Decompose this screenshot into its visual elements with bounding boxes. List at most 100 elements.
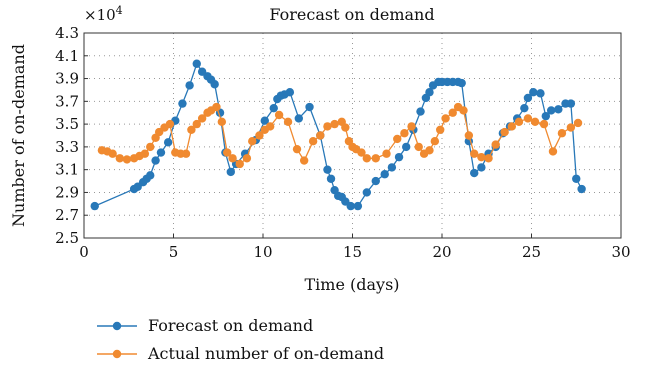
series-1-point [305,102,314,112]
series-1-point [416,107,425,116]
series-1-point [192,59,201,68]
series-2-point [357,148,366,157]
y-tick-label: 3.3 [55,138,79,156]
series-2-point [187,125,196,135]
series-2-point [514,117,524,127]
series-2-point [197,114,207,123]
series-1-point [470,168,479,178]
series-2-point [140,149,150,158]
series-1-point [353,201,363,211]
series-1-point [146,171,155,180]
series-2-point [265,122,275,131]
legend-label: Actual number of on-demand [147,344,384,363]
series-1-point [394,152,404,162]
series-2-point [530,117,540,127]
legend-label: Forecast on demand [148,316,313,335]
series-1-point [226,167,235,177]
series-2-point [292,144,302,154]
series-2-point [566,123,576,132]
series-2-point [323,122,332,131]
series-2-point [371,154,380,163]
series-2 [97,102,583,169]
series-2-point [491,140,500,149]
series-layer [90,59,586,211]
series-2-point [548,147,558,156]
series-1-point [520,103,529,113]
y-tick-label: 4.1 [55,47,79,65]
series-2-point [507,122,517,131]
series-1-point [151,156,160,165]
y-axis-label: Number of on-demand [9,44,28,227]
series-2-point [122,155,132,164]
series-2-point [228,154,237,163]
series-2-point [316,131,325,140]
series-1-point [156,148,166,157]
y-tick-label: 3.9 [55,70,79,88]
x-tick-label: 30 [611,243,630,261]
series-2-point [330,119,339,129]
series-2-point [573,118,583,128]
series-1-point [326,174,336,183]
series-2-point [115,154,125,163]
series-1-point [523,93,533,103]
series-2-point [341,123,350,132]
series-2-point [459,106,468,115]
y-tick-label: 3.7 [55,92,79,110]
series-2-point [500,127,509,137]
series-2-point [108,149,117,158]
series-2-point [165,119,175,129]
series-1-point [546,106,556,115]
series-2-point [523,114,533,123]
x-tick-label: 20 [432,243,451,261]
series-2-point [299,156,309,165]
series-2-point [464,131,474,140]
series-1-point [90,201,99,211]
series-1-point [380,170,389,179]
x-tick-label: 15 [343,243,362,261]
series-1-point [346,201,355,211]
y-multiplier: ×104 [84,4,123,24]
series-2-point [557,129,567,138]
legend-marker [112,321,122,331]
series-2-point [539,119,549,129]
series-1-point [210,80,219,89]
series-2-point [223,148,232,157]
series-2-point [192,119,201,129]
series-2-point [362,154,372,163]
series-1-point [371,176,380,186]
series-1-point [541,111,551,121]
series-2-point [248,136,257,146]
series-1-point [577,184,586,194]
series-2-point [470,149,479,158]
series-2-point [400,129,409,138]
series-1-point [178,99,187,108]
series-1-point [269,103,278,113]
series-1-point [185,81,194,90]
y-tick-label: 2.9 [55,183,79,201]
series-2-point [382,149,391,158]
series-1-point [425,88,434,97]
series-1-point [554,105,563,114]
series-1-point [387,163,397,172]
series-2-point [414,142,423,152]
y-tick-label: 3.5 [55,115,79,133]
y-multiplier-base: ×10 [84,6,116,24]
series-2-point [441,114,450,123]
x-tick-label: 10 [253,243,272,261]
legend: Forecast on demand Actual number of on-de… [97,316,384,363]
series-1-point [477,163,486,172]
series-2-point [181,149,191,158]
x-axis-label: Time (days) [304,275,399,294]
series-1-point [362,188,372,197]
series-2-point [255,131,264,140]
series-2-point [308,136,318,146]
series-1-point [536,89,545,98]
series-2-point [283,117,293,127]
series-1 [90,59,586,211]
series-1-point [260,116,269,125]
series-2-point [212,102,221,112]
series-1-point [529,88,538,97]
series-2-point [448,108,457,117]
y-tick-label: 2.7 [55,206,79,224]
